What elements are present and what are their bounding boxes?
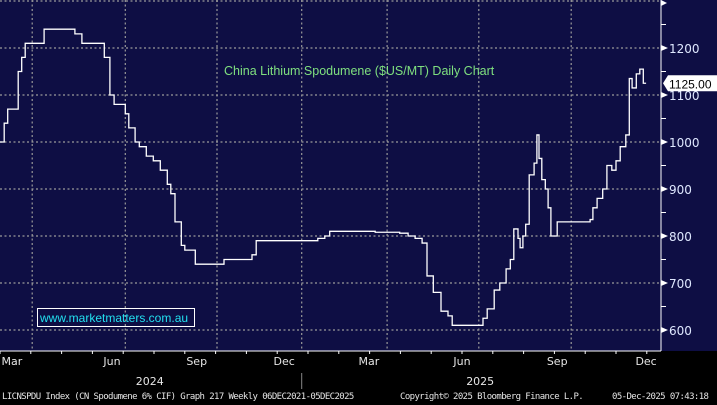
footer-timestamp: 05-Dec-2025 07:43:18 bbox=[612, 392, 709, 402]
x-axis-background bbox=[0, 351, 717, 392]
year-label: 2025 bbox=[466, 375, 494, 388]
y-axis-arrow bbox=[661, 139, 668, 145]
y-tick-label: 1100 bbox=[669, 89, 700, 103]
x-tick-label: Dec bbox=[274, 355, 295, 368]
last-price-tag bbox=[663, 75, 717, 92]
y-axis-tick bbox=[661, 0, 667, 6]
y-axis-arrow bbox=[661, 186, 668, 192]
x-tick-label: Dec bbox=[635, 355, 656, 368]
price-chart: 600 700 800 900 1000 1100 1200 Mar Jun Sep Dec Mar J… bbox=[0, 0, 717, 392]
watermark-box bbox=[37, 308, 195, 327]
y-tick-label: 700 bbox=[669, 277, 692, 291]
y-tick-label: 1000 bbox=[669, 136, 700, 150]
x-tick-label: Sep bbox=[547, 355, 568, 368]
y-axis-arrow bbox=[661, 233, 668, 239]
chart-title: China Lithium Spodumene ($US/MT) Daily C… bbox=[224, 64, 495, 78]
y-axis-arrow bbox=[661, 45, 668, 51]
last-price-label: 1125.00 bbox=[669, 77, 712, 91]
footer-copyright: Copyright© 2025 Bloomberg Finance L.P. bbox=[400, 392, 584, 402]
x-tick-label: Jun bbox=[102, 355, 120, 368]
year-label: 2024 bbox=[136, 375, 164, 388]
y-tick-label: 800 bbox=[669, 230, 692, 244]
y-axis-arrow bbox=[661, 280, 668, 286]
y-axis-arrow bbox=[661, 92, 668, 98]
footer-source: LICNSPDU Index (CN Spodumene 6% CIF) Gra… bbox=[2, 392, 354, 402]
x-tick-label: Jun bbox=[452, 355, 470, 368]
watermark-text: www.marketmatters.com.au bbox=[39, 311, 188, 325]
x-tick-label: Mar bbox=[359, 355, 380, 368]
y-axis-arrow bbox=[661, 327, 668, 333]
y-tick-label: 900 bbox=[669, 183, 692, 197]
y-tick-label: 1200 bbox=[669, 42, 700, 56]
x-tick-label: Mar bbox=[2, 355, 23, 368]
plot-background bbox=[0, 0, 717, 351]
price-series-line bbox=[0, 28, 647, 326]
y-tick-label: 600 bbox=[669, 324, 692, 338]
x-tick-label: Sep bbox=[186, 355, 207, 368]
